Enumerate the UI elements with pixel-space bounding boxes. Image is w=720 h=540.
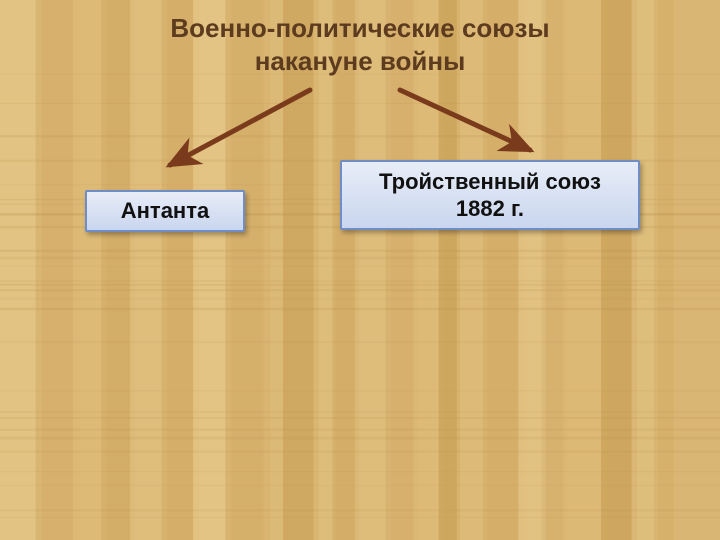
box-triple-alliance: Тройственный союз 1882 г.	[340, 160, 640, 230]
box-entente: Антанта	[85, 190, 245, 232]
box-triple-alliance-label: Тройственный союз 1882 г.	[379, 168, 601, 223]
slide-title: Военно-политические союзы накануне войны	[0, 12, 720, 77]
slide-canvas: Военно-политические союзы накануне войны…	[0, 0, 720, 540]
papyrus-background	[0, 0, 720, 540]
box-entente-label: Антанта	[121, 197, 209, 225]
